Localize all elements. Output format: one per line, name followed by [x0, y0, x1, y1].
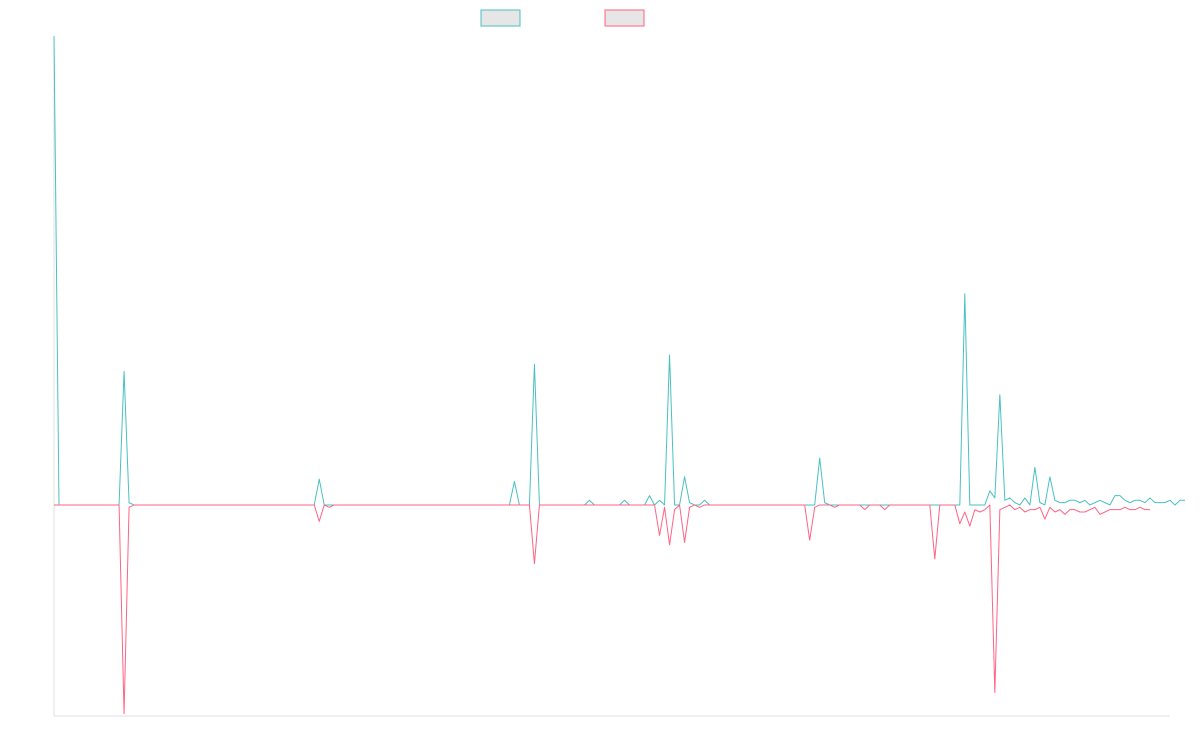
- plot-area: [53, 35, 1186, 715]
- legend: [480, 9, 645, 27]
- series-1-line: [53, 35, 1186, 506]
- axes: [53, 36, 1170, 717]
- series-2-line: [54, 504, 1150, 715]
- legend-swatch-series-2[interactable]: [604, 9, 645, 27]
- legend-swatch-series-1[interactable]: [480, 9, 521, 27]
